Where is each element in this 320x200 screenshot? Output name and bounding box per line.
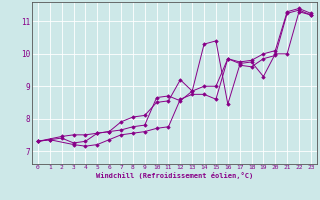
X-axis label: Windchill (Refroidissement éolien,°C): Windchill (Refroidissement éolien,°C) [96,172,253,179]
